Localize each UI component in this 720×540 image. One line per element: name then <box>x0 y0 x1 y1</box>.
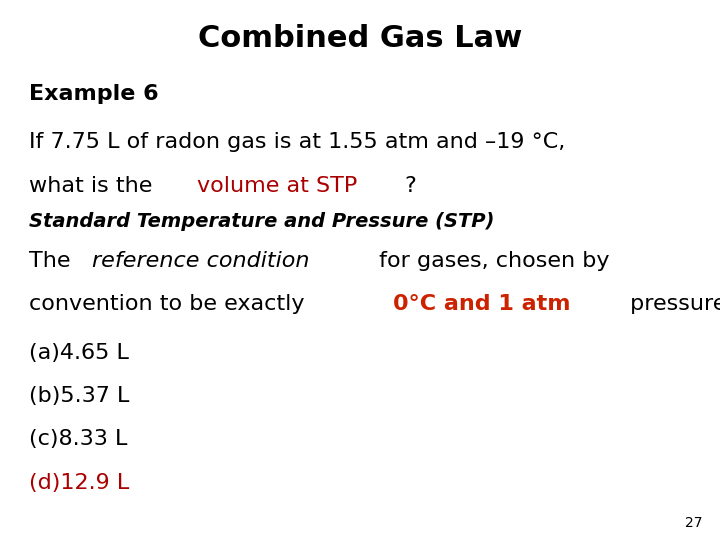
Text: 0°C and 1 atm: 0°C and 1 atm <box>393 294 571 314</box>
Text: pressure: pressure <box>623 294 720 314</box>
Text: (c)8.33 L: (c)8.33 L <box>29 429 127 449</box>
Text: If 7.75 L of radon gas is at 1.55 atm and –19 °C,: If 7.75 L of radon gas is at 1.55 atm an… <box>29 132 565 152</box>
Text: The: The <box>29 251 78 271</box>
Text: what is the: what is the <box>29 176 159 195</box>
Text: (d)12.9 L: (d)12.9 L <box>29 472 129 492</box>
Text: Combined Gas Law: Combined Gas Law <box>198 24 522 53</box>
Text: (b)5.37 L: (b)5.37 L <box>29 386 129 406</box>
Text: Standard Temperature and Pressure (STP): Standard Temperature and Pressure (STP) <box>29 212 494 231</box>
Text: for gases, chosen by: for gases, chosen by <box>372 251 610 271</box>
Text: ?: ? <box>404 176 415 195</box>
Text: Example 6: Example 6 <box>29 84 158 104</box>
Text: reference condition: reference condition <box>91 251 309 271</box>
Text: (a)4.65 L: (a)4.65 L <box>29 343 129 363</box>
Text: volume at STP: volume at STP <box>197 176 357 195</box>
Text: convention to be exactly: convention to be exactly <box>29 294 312 314</box>
Text: 27: 27 <box>685 516 702 530</box>
